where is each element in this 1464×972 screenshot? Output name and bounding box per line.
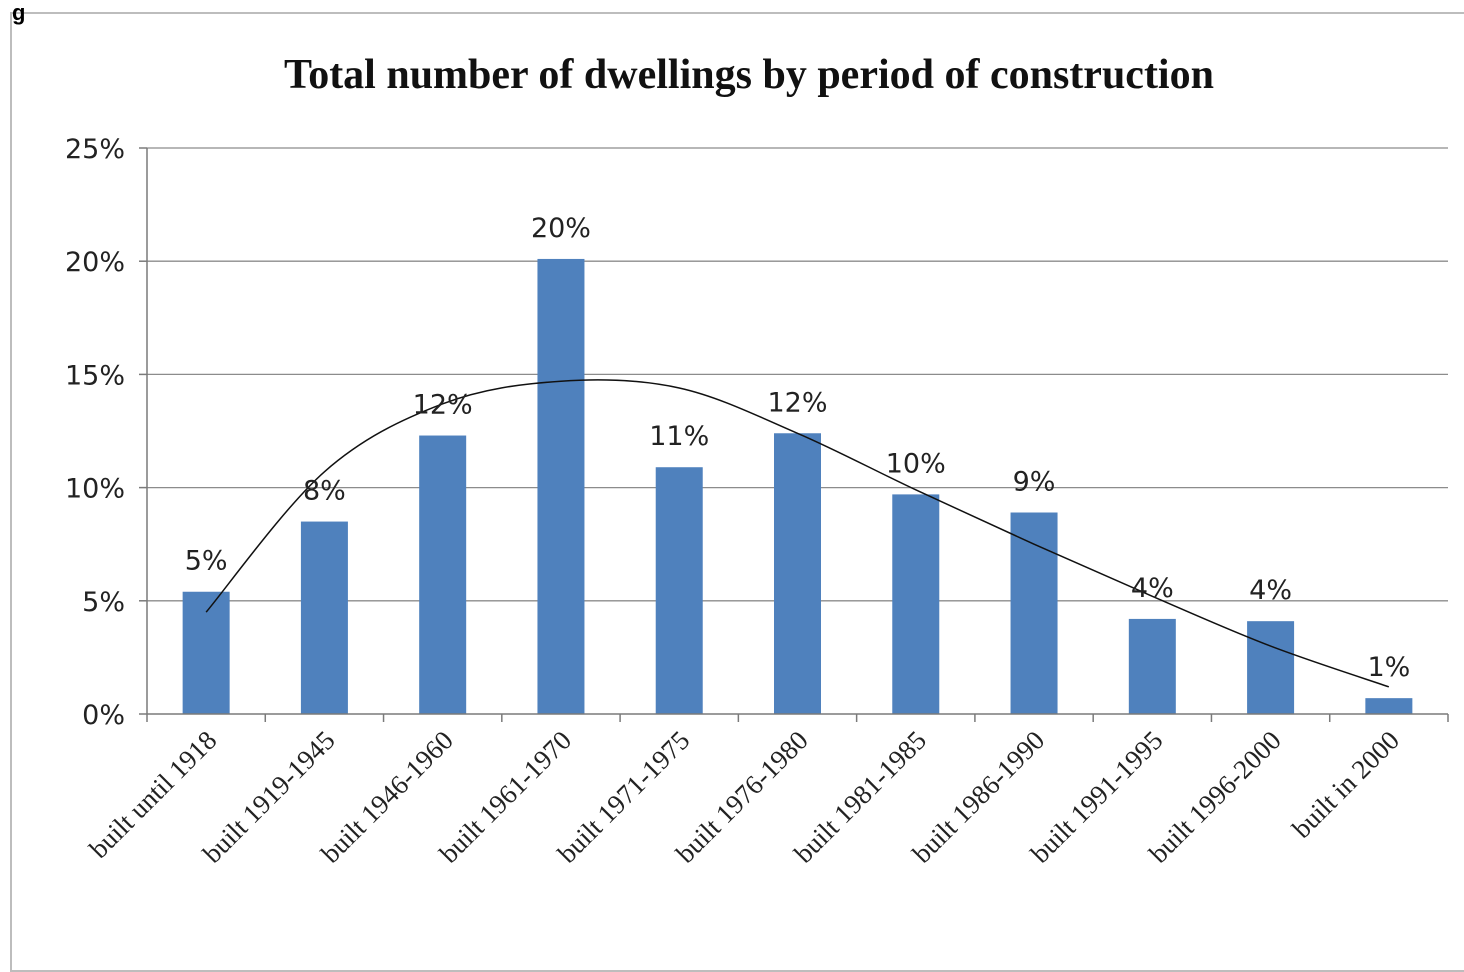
trendline	[205, 379, 1390, 688]
data-label: 20%	[531, 213, 591, 244]
bar	[774, 433, 821, 714]
y-tick-label: 15%	[65, 360, 125, 391]
y-axis-ticks: 0% 5% 10% 15% 20% 25%	[65, 134, 147, 731]
data-label: 12%	[413, 390, 473, 421]
data-label: 8%	[303, 476, 346, 507]
bar	[419, 435, 467, 714]
bar	[892, 494, 940, 714]
bar	[1010, 512, 1058, 714]
bar	[300, 521, 348, 714]
data-label: 9%	[1013, 467, 1056, 498]
bars	[182, 258, 1413, 714]
x-tick-label: built in 2000	[1286, 725, 1405, 844]
data-label: 11%	[649, 421, 709, 452]
data-labels: 5% 8% 12% 20% 11% 12% 10% 9% 4% 4% 1%	[185, 213, 1411, 683]
y-tick-label: 10%	[65, 474, 125, 505]
bar	[182, 591, 230, 714]
chart-frame: g Total number of dwellings by period of…	[10, 0, 1464, 972]
y-tick-label: 20%	[65, 247, 125, 278]
y-tick-label: 25%	[65, 134, 125, 165]
data-label: 1%	[1367, 652, 1410, 683]
y-tick-label: 5%	[82, 587, 125, 618]
data-label: 10%	[886, 448, 946, 479]
bar	[1365, 698, 1413, 714]
bar	[655, 467, 703, 714]
corner-mark: g	[12, 0, 26, 25]
bar	[537, 258, 585, 714]
data-label: 4%	[1131, 573, 1174, 604]
chart-title: Total number of dwellings by period of c…	[284, 52, 1214, 98]
chart-svg: Total number of dwellings by period of c…	[65, 52, 1449, 869]
trendline-layer	[205, 379, 1390, 688]
data-label: 5%	[185, 546, 228, 577]
axes	[146, 148, 1448, 715]
data-label: 12%	[767, 387, 827, 418]
bar	[1128, 618, 1176, 714]
y-tick-label: 0%	[82, 700, 125, 731]
bar	[1247, 621, 1295, 714]
data-label: 4%	[1249, 575, 1292, 606]
